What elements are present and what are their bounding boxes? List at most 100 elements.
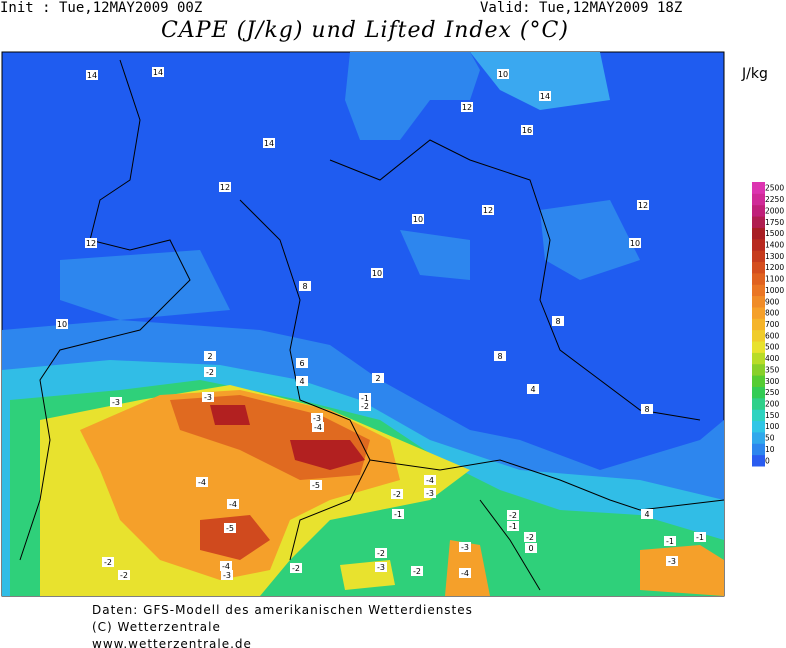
map: 14 14 14 10 12 14 16 12 12 10 12 12 10 10 8 10 8 8 2 -2 6 4 2 -…	[1, 51, 784, 597]
contour-label: 8	[302, 282, 307, 291]
colorbar-swatch	[752, 193, 765, 206]
contour-label: 2	[207, 352, 212, 361]
colorbar-label: 300	[765, 377, 780, 386]
borders	[19, 59, 725, 591]
contour-label: 2	[375, 374, 380, 383]
colorbar-swatch	[752, 306, 765, 319]
contour-label: -2	[393, 490, 401, 499]
footer-line: www.wetterzentrale.de	[92, 637, 252, 648]
contour-label: -1	[666, 537, 674, 546]
label-box	[637, 200, 649, 210]
contour-label: -4	[314, 423, 322, 432]
contour-label: -3	[668, 557, 676, 566]
contour-label: -2	[120, 571, 128, 580]
contour-label: -4	[461, 569, 469, 578]
label-box	[375, 548, 387, 558]
label-box	[521, 125, 533, 135]
label-box	[507, 510, 519, 520]
contour-label: 8	[555, 317, 560, 326]
contour-label: 12	[462, 103, 472, 112]
colorbar-swatch	[752, 227, 765, 240]
label-box	[641, 509, 653, 519]
label-box	[110, 397, 122, 407]
contour-label: -1	[509, 522, 517, 531]
label-box	[204, 351, 216, 361]
label-box	[359, 401, 371, 411]
contour-label: 4	[530, 385, 535, 394]
colorbar-swatch	[752, 443, 765, 456]
contour-label: -2	[292, 564, 300, 573]
colorbar-swatch	[752, 272, 765, 285]
contour-label: 14	[87, 71, 97, 80]
contour-label: -2	[206, 368, 214, 377]
colorbar-label: 1500	[765, 229, 784, 238]
colorbar-swatch	[752, 329, 765, 342]
label-box	[372, 373, 384, 383]
contour-label: 8	[644, 405, 649, 414]
colorbar-label: 350	[765, 365, 780, 374]
label-box	[85, 238, 97, 248]
contour-label: 14	[153, 68, 163, 77]
contour-label: -4	[222, 562, 230, 571]
contour-label: 10	[413, 215, 423, 224]
label-box	[392, 509, 404, 519]
contour-labels: 14 14 14 10 12 14 16 12 12 10 12 12 10 10 8 10 8 8 2 -2 6 4 2 -…	[56, 67, 706, 580]
label-box	[391, 489, 403, 499]
contour-label: 10	[630, 239, 640, 248]
colorbar-swatch	[752, 204, 765, 217]
colorbar-swatch	[752, 238, 765, 251]
contour-label: 6	[299, 359, 304, 368]
contour-label: -2	[361, 402, 369, 411]
colorbar-swatch	[752, 454, 765, 467]
footer-line: Daten: GFS-Modell des amerikanischen Wet…	[92, 603, 473, 617]
contour-label: -3	[377, 563, 385, 572]
colorbar-label: 1400	[765, 240, 784, 249]
colorbar-label: 1750	[765, 218, 784, 227]
label-box	[459, 568, 471, 578]
colorbar-label: 900	[765, 297, 780, 306]
label-box	[482, 205, 494, 215]
colorbar-label: 1100	[765, 275, 784, 284]
label-box	[412, 214, 424, 224]
contour-label: 14	[264, 139, 274, 148]
contour-label: 12	[638, 201, 648, 210]
colorbar-swatch	[752, 363, 765, 376]
label-box	[694, 532, 706, 542]
colorbar-swatch	[752, 182, 765, 194]
label-box	[359, 393, 371, 403]
label-box	[461, 102, 473, 112]
colorbar-label: 500	[765, 343, 780, 352]
colorbar-label: 1000	[765, 286, 784, 295]
colorbar-swatch	[752, 352, 765, 365]
label-box	[424, 488, 436, 498]
contour-label: -3	[461, 543, 469, 552]
contour-label: 16	[522, 126, 532, 135]
contour-label: 10	[498, 70, 508, 79]
contour-label: -1	[394, 510, 402, 519]
colorbar-label: 0	[765, 456, 770, 465]
colorbar-label: 10	[765, 445, 775, 454]
colorbar-label: 100	[765, 422, 780, 431]
label-box	[224, 523, 236, 533]
colorbar: 0 10 50 100 150 200 250 300 350 400 500 600 700 800 90…	[752, 182, 784, 467]
label-box	[497, 69, 509, 79]
cape-fields	[2, 52, 724, 596]
label-box	[290, 563, 302, 573]
colorbar-label: 1200	[765, 263, 784, 272]
contour-label: 12	[483, 206, 493, 215]
contour-label: -2	[413, 567, 421, 576]
contour-label: -2	[104, 558, 112, 567]
contour-label: -5	[226, 524, 234, 533]
colorbar-label: 50	[765, 434, 775, 443]
label-box	[507, 521, 519, 531]
valid-time: Valid: Tue,12MAY2009 18Z	[480, 0, 683, 16]
colorbar-swatch	[752, 431, 765, 444]
colorbar-label: 400	[765, 354, 780, 363]
contour-label: 4	[299, 377, 304, 386]
contour-label: -4	[426, 476, 434, 485]
colorbar-swatch	[752, 409, 765, 422]
colorbar-swatch	[752, 397, 765, 410]
map-title: CAPE (J/kg) und Lifted Index (°C)	[161, 18, 569, 43]
contour-label: -2	[526, 533, 534, 542]
contour-label: 0	[528, 544, 533, 553]
